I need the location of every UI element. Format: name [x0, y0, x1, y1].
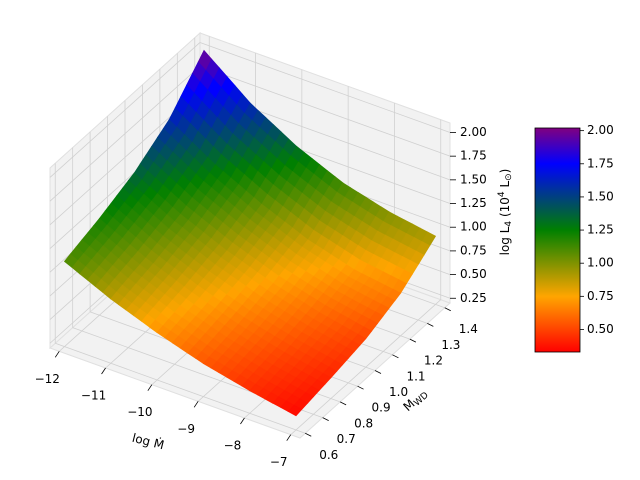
z-label-part: ⊙ [504, 173, 514, 181]
grid-line [199, 42, 451, 133]
y-tick [409, 338, 417, 343]
y-tick [392, 354, 399, 359]
grid-line [199, 65, 451, 157]
x-tick [147, 384, 153, 391]
z-tick-label: 1.50 [460, 172, 487, 186]
z-tick-label: 2.00 [460, 125, 487, 139]
colorbar-tick-label: 1.50 [587, 189, 614, 203]
grid-line [49, 42, 201, 178]
z-tick-label: 0.25 [460, 291, 487, 305]
x-tick-label: −11 [81, 389, 106, 403]
z-label-part: ) [498, 169, 512, 174]
colorbar-tick-label: 1.75 [587, 156, 614, 170]
colorbar-tick-label: 0.50 [587, 322, 614, 336]
colorbar [534, 127, 581, 353]
y-tick-label: 0.9 [372, 401, 391, 415]
y-tick-label: 0.8 [354, 416, 373, 430]
x-tick-label: −10 [127, 405, 152, 419]
z-label-part: 4 [497, 191, 507, 197]
z-tick-label: 0.50 [460, 267, 487, 281]
y-tick [322, 417, 329, 421]
x-tick-label: −8 [224, 439, 242, 453]
surface-patch [287, 404, 303, 417]
x-tick-label: −9 [177, 422, 195, 436]
grid-line [55, 342, 306, 434]
y-tick [374, 370, 382, 374]
z-label-part: log L [498, 226, 512, 255]
z-tick-label: 0.75 [460, 243, 487, 257]
y-tick-label: 1.3 [441, 338, 460, 352]
y-tick-label: 1.2 [424, 354, 443, 368]
z-tick-label: 1.00 [460, 220, 487, 234]
y-tick-label: 0.6 [319, 448, 338, 462]
z-tick-label: 1.75 [460, 149, 487, 163]
y-tick [427, 323, 434, 327]
z-label-part: L [498, 181, 512, 192]
y-tick-label: 1.1 [406, 369, 425, 383]
x-tick-label: −7 [270, 455, 288, 469]
y-tick-label: 1.0 [389, 385, 408, 399]
colorbar-tick-label: 2.00 [587, 123, 614, 137]
x-tick [101, 367, 106, 375]
z-label-part: 4 [504, 221, 514, 227]
y-tick [339, 401, 347, 406]
y-tick-label: 1.4 [459, 322, 478, 336]
z-tick-label: 1.25 [460, 196, 487, 210]
colorbar-tick-label: 0.75 [587, 289, 614, 303]
surface [63, 49, 437, 417]
x-tick-label: −12 [35, 372, 60, 386]
z-label-part: (10 [498, 197, 512, 221]
z-axis-label: log L4 (104 L⊙) [497, 169, 514, 256]
y-tick [357, 385, 364, 390]
x-tick [240, 417, 245, 425]
colorbar-tick-label: 1.00 [587, 256, 614, 270]
y-tick-label: 0.7 [337, 432, 356, 446]
y-tick [305, 432, 312, 437]
colorbar-tick-label: 1.25 [587, 223, 614, 237]
y-tick [444, 307, 451, 312]
x-tick [193, 401, 199, 408]
x-axis-label: log Ṁ [131, 430, 166, 452]
grid-line [49, 65, 201, 202]
x-tick [286, 434, 292, 441]
x-tick [54, 351, 60, 358]
